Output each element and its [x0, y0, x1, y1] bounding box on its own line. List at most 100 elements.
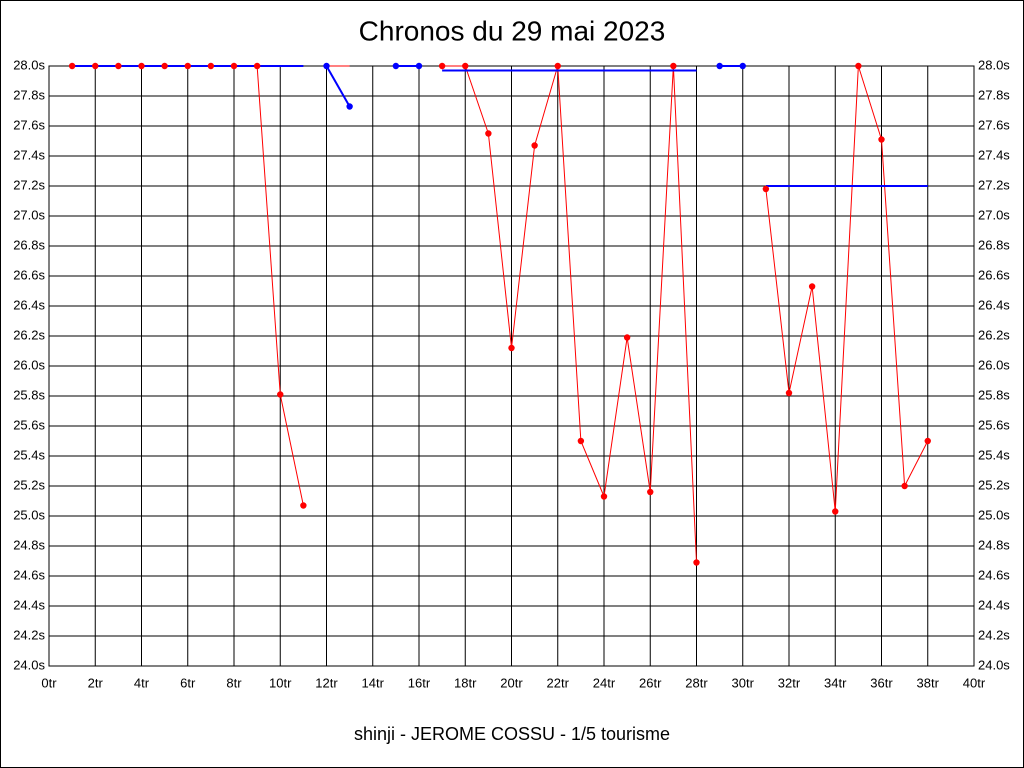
x-tick-label: 28tr [685, 675, 708, 690]
data-point [878, 136, 885, 143]
data-point [808, 283, 816, 290]
chart-subtitle: shinji - JEROME COSSU - 1/5 tourisme [354, 724, 670, 744]
y-tick-label: 27.2s [13, 177, 45, 192]
x-tick-label: 30tr [732, 675, 755, 690]
x-tick-label: 32tr [778, 675, 801, 690]
x-tick-label: 16tr [408, 675, 431, 690]
data-point [785, 389, 793, 397]
y-tick-label-right: 26.2s [978, 327, 1010, 342]
data-point [716, 62, 723, 70]
y-tick-label: 24.8s [13, 537, 45, 552]
x-tick-label: 40tr [963, 675, 986, 690]
y-tick-label: 25.4s [13, 447, 45, 462]
y-tick-label-right: 27.2s [978, 177, 1010, 192]
x-tick-label: 34tr [824, 675, 847, 690]
y-tick-label: 25.8s [13, 387, 45, 402]
y-tick-label: 26.0s [13, 357, 45, 372]
data-point [739, 62, 746, 70]
data-point [600, 493, 608, 500]
y-tick-label-right: 24.6s [978, 567, 1010, 582]
series-line [442, 65, 697, 563]
y-tick-label-right: 27.8s [978, 87, 1010, 102]
x-tick-label: 12tr [315, 675, 338, 690]
x-tick-label: 0tr [41, 675, 57, 690]
y-tick-label-right: 24.8s [978, 537, 1010, 552]
data-point [253, 62, 261, 70]
x-tick-label: 8tr [226, 675, 242, 690]
y-tick-label-right: 24.2s [978, 627, 1010, 642]
y-tick-label-right: 26.0s [978, 357, 1010, 372]
data-point [855, 62, 862, 70]
x-tick-label: 18tr [454, 675, 477, 690]
y-tick-label-right: 28.0s [978, 57, 1010, 72]
data-point [623, 334, 631, 341]
series-line [765, 65, 929, 512]
data-point [693, 559, 700, 566]
data-point [115, 62, 122, 70]
data-point [230, 62, 238, 70]
y-tick-label-right: 25.2s [978, 477, 1010, 492]
data-point [924, 437, 931, 445]
x-tick-label: 2tr [88, 675, 104, 690]
data-point [92, 62, 99, 70]
x-tick-label: 36tr [870, 675, 893, 690]
y-tick-label: 24.6s [13, 567, 45, 582]
y-tick-label-right: 25.6s [978, 417, 1010, 432]
data-point [577, 437, 585, 445]
x-tick-label: 22tr [547, 675, 570, 690]
data-point [207, 62, 215, 70]
y-tick-label: 25.6s [13, 417, 45, 432]
data-point [462, 62, 469, 70]
x-tick-label: 20tr [500, 675, 523, 690]
x-tick-label: 4tr [134, 675, 150, 690]
y-tick-label: 26.2s [13, 327, 45, 342]
series-line [325, 65, 351, 107]
y-tick-label-right: 26.6s [978, 267, 1010, 282]
data-point [415, 62, 423, 70]
y-tick-label-right: 26.8s [978, 237, 1010, 252]
data-point [277, 391, 284, 398]
data-point [300, 502, 307, 509]
y-tick-label: 24.0s [13, 657, 45, 672]
y-tick-label-right: 27.6s [978, 117, 1010, 132]
data-point [346, 103, 353, 110]
data-point [323, 62, 330, 70]
data-point [184, 62, 191, 70]
data-point [138, 62, 145, 70]
data-point [901, 482, 908, 490]
y-tick-label-right: 25.4s [978, 447, 1010, 462]
data-point [392, 62, 400, 70]
x-tick-label: 10tr [269, 675, 292, 690]
y-tick-label: 26.8s [13, 237, 45, 252]
data-point [762, 185, 770, 193]
y-tick-label: 24.4s [13, 597, 45, 612]
y-tick-label: 25.0s [13, 507, 45, 522]
y-tick-label-right: 25.8s [978, 387, 1010, 402]
data-point [161, 62, 168, 70]
y-tick-label-right: 24.0s [978, 657, 1010, 672]
y-tick-label: 24.2s [13, 627, 45, 642]
y-tick-label: 26.6s [13, 267, 45, 282]
data-point [554, 62, 561, 70]
data-point [832, 508, 839, 515]
x-tick-label: 6tr [180, 675, 196, 690]
data-point [670, 62, 677, 70]
data-point [508, 344, 515, 352]
data-point [647, 488, 654, 496]
y-tick-label-right: 27.4s [978, 147, 1010, 162]
y-tick-label-right: 27.0s [978, 207, 1010, 222]
data-point [485, 130, 492, 137]
chart-title: Chronos du 29 mai 2023 [359, 15, 666, 46]
data-point [68, 62, 76, 70]
x-tick-label: 14tr [362, 675, 385, 690]
y-tick-label: 26.4s [13, 297, 45, 312]
y-tick-label: 27.6s [13, 117, 45, 132]
data-point [531, 142, 538, 149]
y-tick-label: 28.0s [13, 57, 45, 72]
x-tick-label: 38tr [917, 675, 940, 690]
y-tick-label: 27.8s [13, 87, 45, 102]
y-tick-label-right: 25.0s [978, 507, 1010, 522]
y-tick-label: 27.4s [13, 147, 45, 162]
data-point [438, 62, 446, 70]
